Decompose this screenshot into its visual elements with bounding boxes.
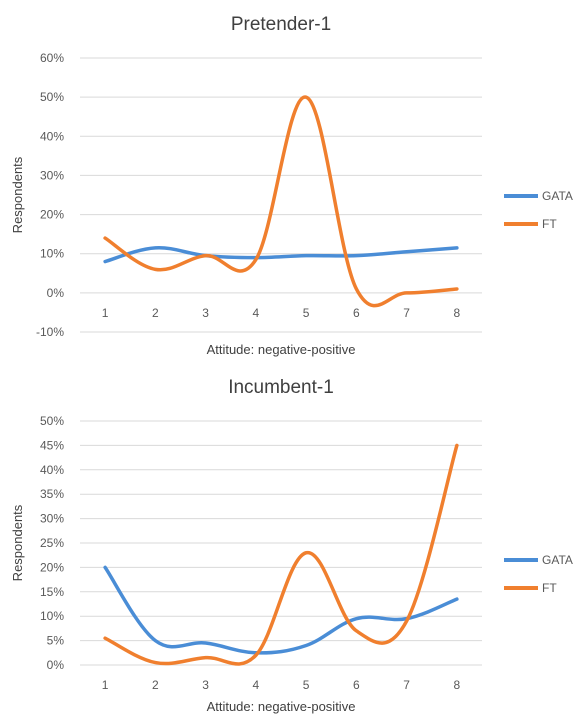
x-tick-label: 8 [454,678,461,692]
x-tick-label: 6 [353,678,360,692]
chart-title: Pretender-1 [231,14,331,35]
series-line-ft [103,95,459,308]
y-tick-label: 30% [40,168,64,182]
x-tick-label: 6 [353,306,360,320]
x-tick-label: 2 [152,678,159,692]
x-tick-label: 7 [403,678,410,692]
legend-label-gata: GATA [542,553,573,567]
y-axis-title: Respondents [10,156,25,233]
x-axis-title: Attitude: negative-positive [207,342,356,357]
x-tick-label: 2 [152,306,159,320]
y-tick-label: 25% [40,536,64,550]
y-tick-label: 20% [40,208,64,222]
series-line-ft [103,443,459,666]
y-tick-label: 40% [40,463,64,477]
y-tick-label: 35% [40,487,64,501]
chart-title: Incumbent-1 [228,377,334,398]
y-tick-label: 40% [40,129,64,143]
y-tick-label: 50% [40,414,64,428]
x-tick-label: 3 [202,678,209,692]
legend-label-ft: FT [542,217,557,231]
x-axis-title: Attitude: negative-positive [207,699,356,714]
y-tick-label: 50% [40,90,64,104]
x-tick-label: 8 [454,306,461,320]
x-tick-label: 3 [202,306,209,320]
x-tick-label: 5 [303,678,310,692]
x-tick-label: 1 [102,306,109,320]
y-tick-label: 15% [40,585,64,599]
x-tick-label: 1 [102,678,109,692]
y-tick-label: 20% [40,560,64,574]
x-tick-label: 4 [253,306,260,320]
series-line-gata [103,246,459,264]
y-tick-label: 30% [40,512,64,526]
y-tick-label: 5% [47,634,65,648]
y-tick-label: 0% [47,658,65,672]
y-tick-label: 45% [40,438,64,452]
legend-label-ft: FT [542,581,557,595]
y-tick-label: 10% [40,609,64,623]
series-line-gata [103,565,459,655]
y-axis-title: Respondents [10,504,25,581]
y-tick-label: 10% [40,247,64,261]
y-tick-label: 0% [47,286,65,300]
legend-label-gata: GATA [542,189,573,203]
x-tick-label: 4 [253,678,260,692]
y-tick-label: -10% [36,325,64,339]
y-tick-label: 60% [40,51,64,65]
x-tick-label: 5 [303,306,310,320]
x-tick-label: 7 [403,306,410,320]
